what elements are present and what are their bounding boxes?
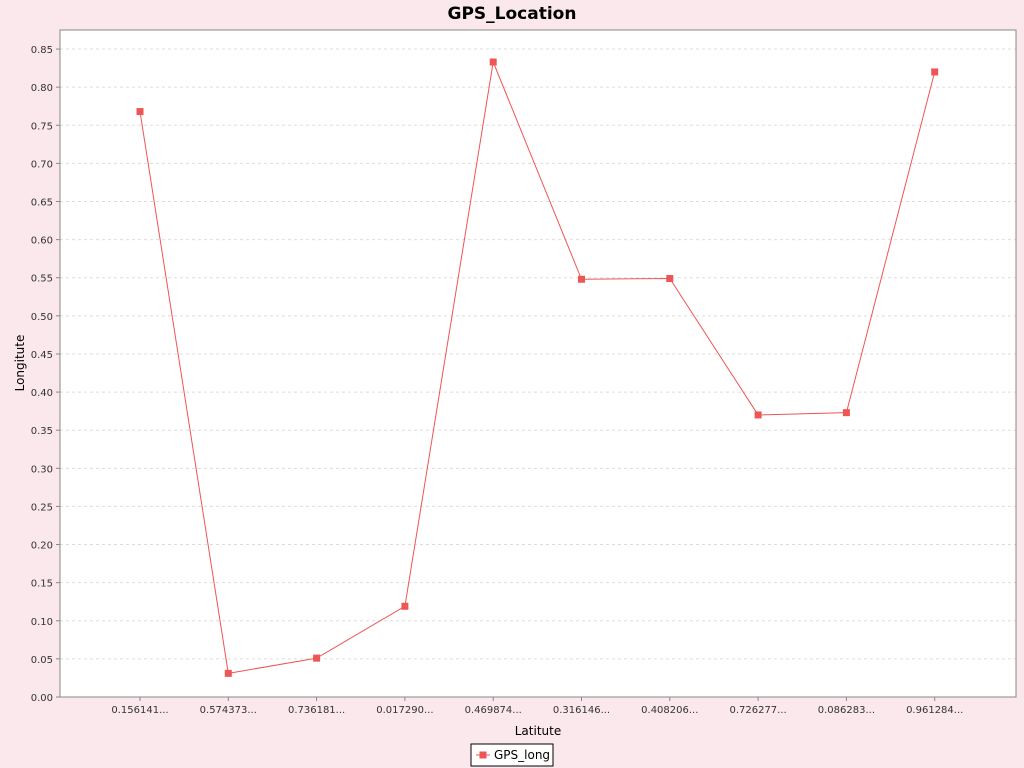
x-tick-label: 0.736181... <box>288 705 345 716</box>
y-tick-label: 0.35 <box>31 426 53 437</box>
y-tick-label: 0.40 <box>31 388 53 399</box>
data-point[interactable] <box>931 68 939 76</box>
legend-box <box>470 743 554 767</box>
y-axis-label: Longitute <box>13 335 27 392</box>
y-tick-label: 0.05 <box>31 655 53 666</box>
plot-area <box>60 30 1016 697</box>
x-tick-label: 0.316146... <box>553 705 610 716</box>
y-tick-label: 0.45 <box>31 350 53 361</box>
plot-border <box>59 29 1017 698</box>
y-tick-label: 0.10 <box>31 617 53 628</box>
y-tick-label: 0.70 <box>31 159 53 170</box>
data-point[interactable] <box>754 411 762 419</box>
y-tick-label: 0.50 <box>31 312 53 323</box>
data-point[interactable] <box>842 409 850 417</box>
x-axis-label: Latitute <box>515 724 561 738</box>
x-tick-label: 0.726277... <box>729 705 786 716</box>
x-tick-label: 0.574373... <box>200 705 257 716</box>
series-group <box>136 58 939 677</box>
x-tick-label: 0.961284... <box>906 705 963 716</box>
x-tick-label: 0.017290... <box>376 705 433 716</box>
data-point[interactable] <box>666 275 674 283</box>
legend: GPS_long <box>470 743 554 767</box>
chart-title: GPS_Location <box>448 4 577 24</box>
x-tick-label: 0.469874... <box>465 705 522 716</box>
data-point[interactable] <box>401 602 409 610</box>
data-point[interactable] <box>489 58 497 66</box>
y-tick-label: 0.85 <box>31 45 53 56</box>
y-tick-label: 0.75 <box>31 121 53 132</box>
series-line-GPS_long <box>139 60 936 674</box>
y-tick-label: 0.80 <box>31 83 53 94</box>
data-point[interactable] <box>224 669 232 677</box>
legend-label: GPS_long <box>494 748 550 762</box>
y-tick-label: 0.15 <box>31 579 53 590</box>
legend-marker <box>479 751 487 759</box>
y-tick-label: 0.25 <box>31 502 53 513</box>
data-point[interactable] <box>136 108 144 116</box>
x-axis-ticks: 0.156141... 0.574373... 0.736181... 0.01729… <box>111 697 963 716</box>
y-tick-label: 0.60 <box>31 236 53 247</box>
y-axis-ticks: 0.00 0.05 0.10 0.15 0.20 0.25 0.30 0.35 0.40 0.45… <box>31 45 60 704</box>
data-point[interactable] <box>313 654 321 662</box>
y-tick-label: 0.00 <box>31 693 53 704</box>
y-tick-label: 0.65 <box>31 198 53 209</box>
y-tick-label: 0.30 <box>31 464 53 475</box>
x-tick-label: 0.156141... <box>111 705 168 716</box>
x-tick-label: 0.086283... <box>818 705 875 716</box>
y-tick-label: 0.20 <box>31 541 53 552</box>
data-point[interactable] <box>578 275 585 283</box>
x-tick-label: 0.408206... <box>641 705 698 716</box>
y-tick-label: 0.55 <box>31 274 53 285</box>
